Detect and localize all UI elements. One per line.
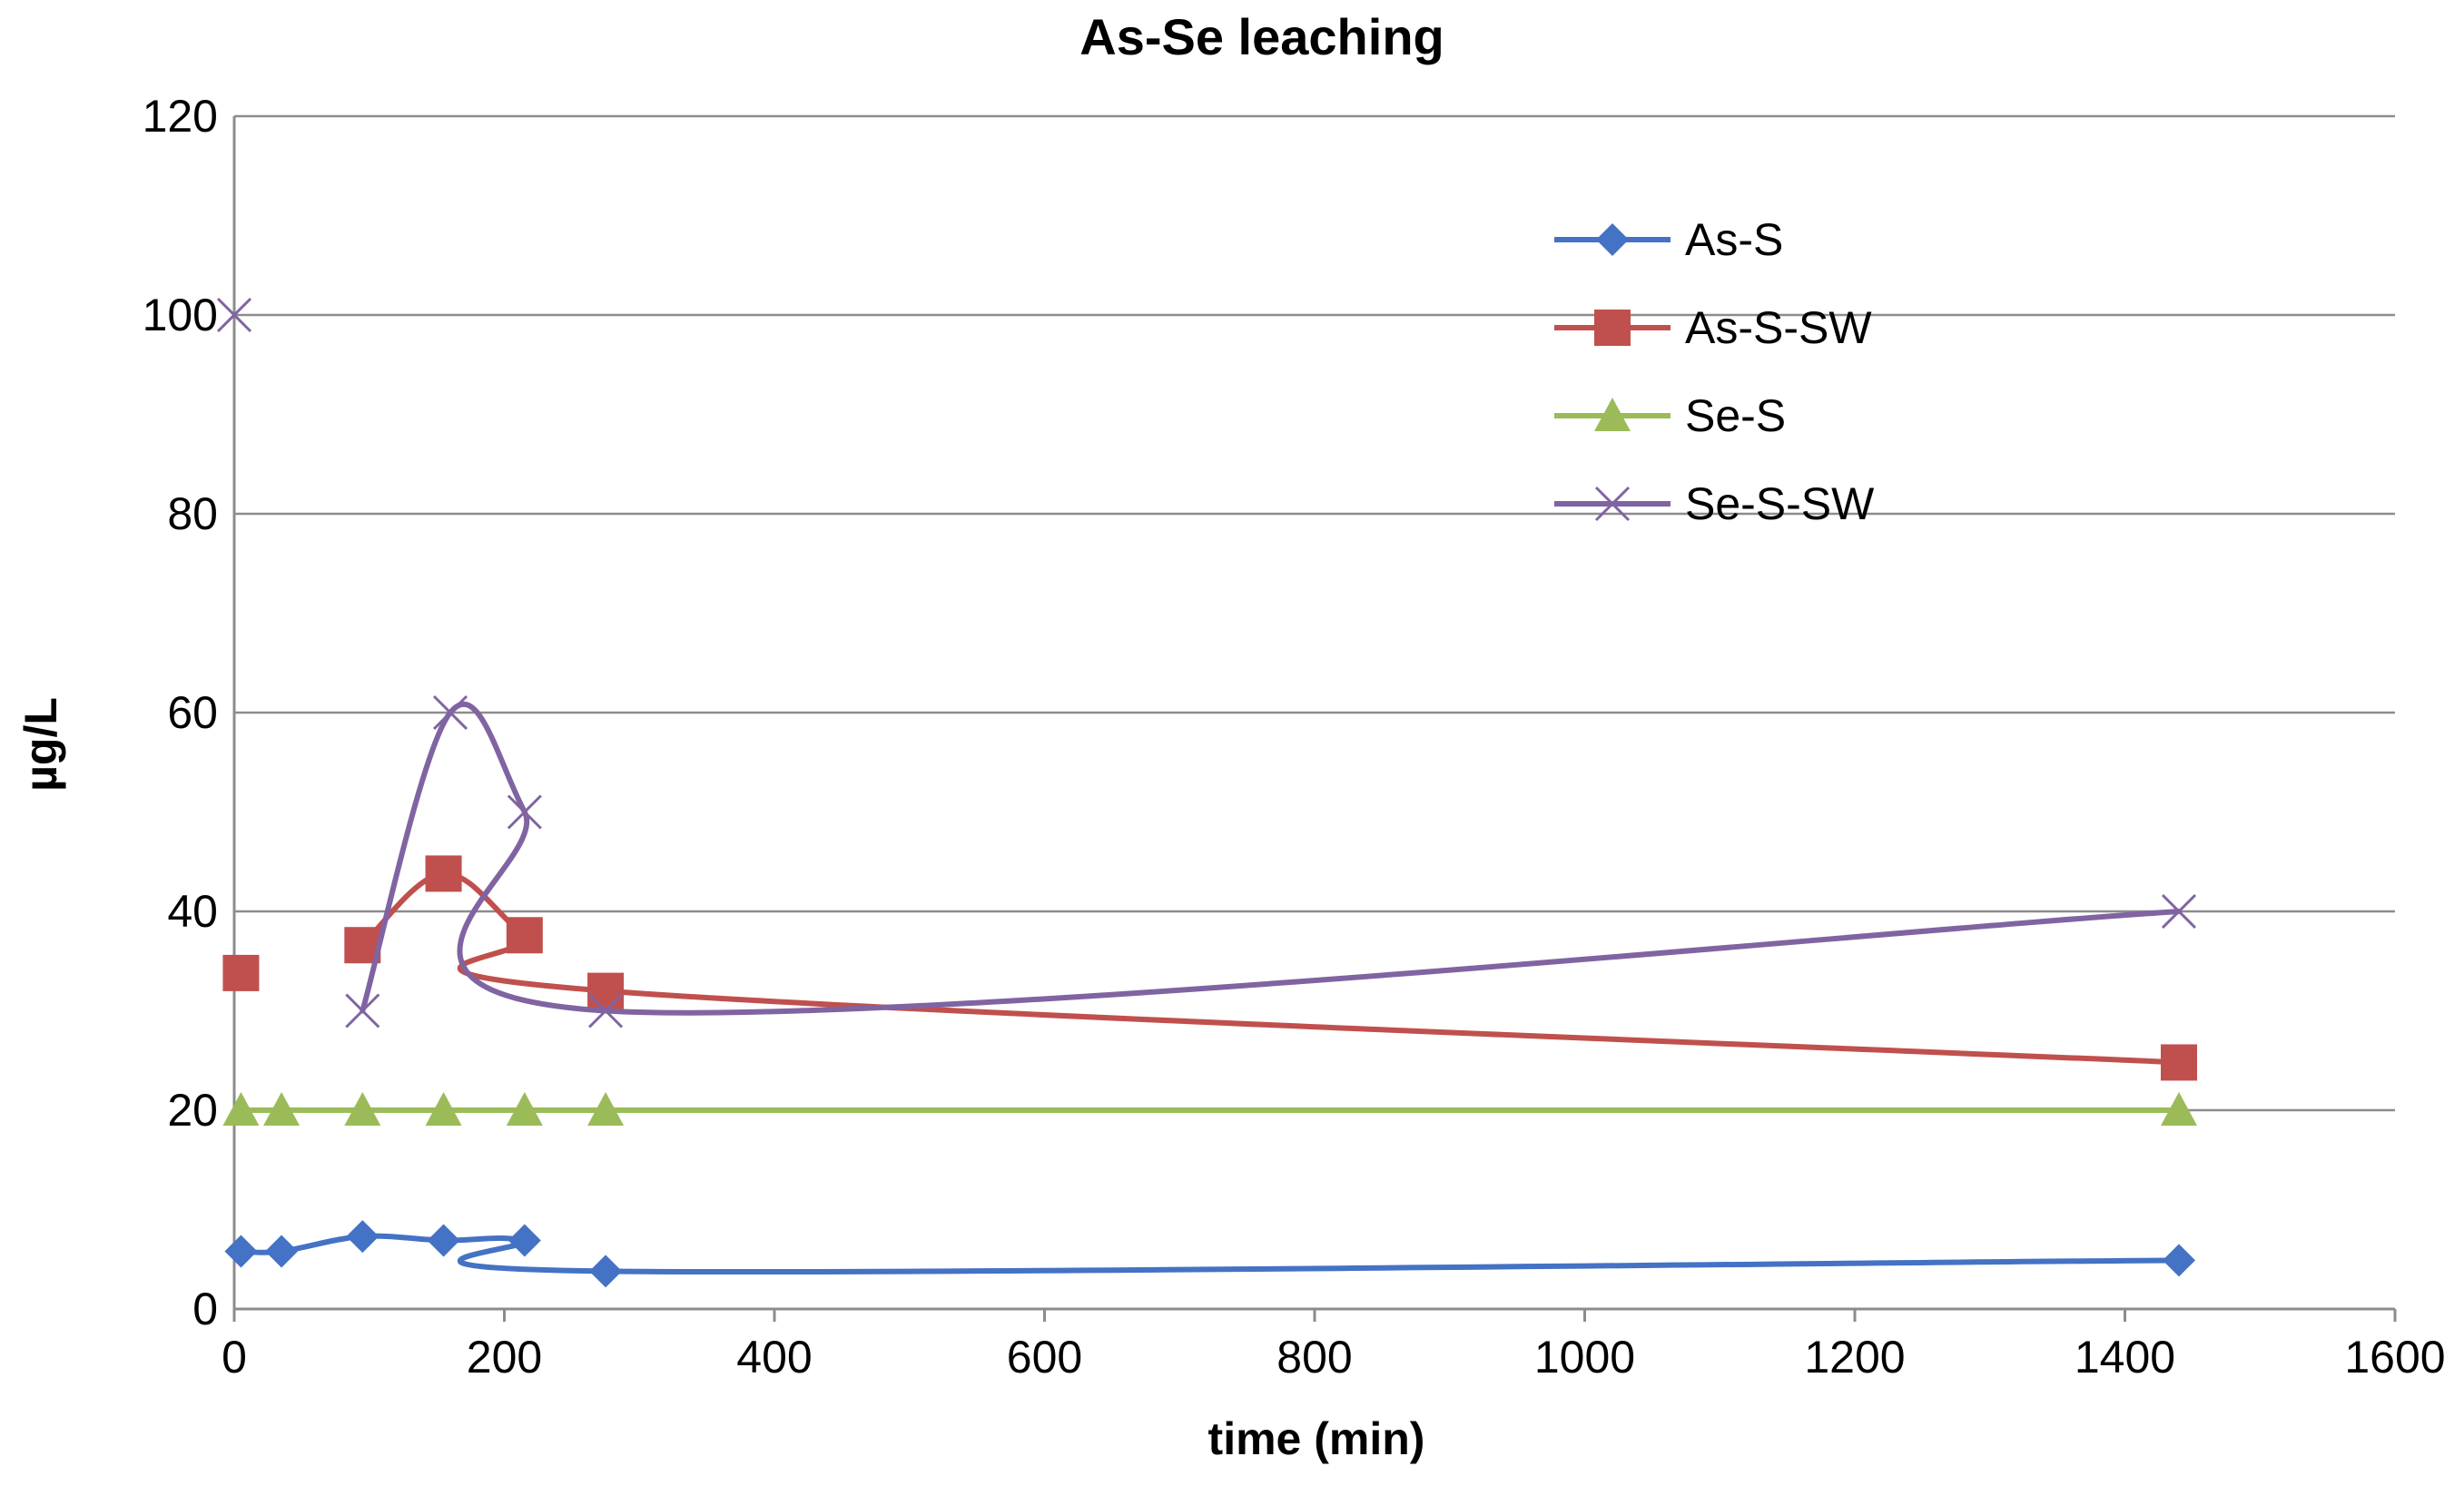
x-tick-label: 0 xyxy=(222,1332,247,1383)
gridlines xyxy=(234,114,2395,1112)
legend-label: Se-S-SW xyxy=(1685,478,1875,529)
data-point-se-s xyxy=(2161,1092,2197,1126)
x-tick-labels: 0 200 400 600 800 1000 1200 1400 1600 xyxy=(222,1332,2446,1383)
data-point-as-s xyxy=(508,1224,541,1257)
legend-label: Se-S xyxy=(1685,390,1786,441)
x-tick-label: 200 xyxy=(467,1332,542,1383)
data-point-se-s-sw xyxy=(345,993,380,1028)
x-tick-label: 1600 xyxy=(2344,1332,2445,1383)
series-line-se-s-sw xyxy=(360,702,2182,1016)
chart-title: As-Se leaching xyxy=(1079,8,1444,65)
x-tick-label: 1200 xyxy=(1804,1332,1905,1383)
y-tick-label: 80 xyxy=(167,488,218,539)
legend-label: As-S-SW xyxy=(1685,302,1872,353)
data-point-as-s-sw xyxy=(506,917,543,954)
data-point-se-s-sw xyxy=(2161,893,2197,930)
axes xyxy=(232,116,2397,1322)
legend-swatch-marker xyxy=(1594,398,1631,431)
x-tick-label: 600 xyxy=(1007,1332,1082,1383)
data-point-se-s xyxy=(263,1092,301,1126)
legend-item-se-s: Se-S xyxy=(1554,390,1786,441)
legend-swatch-marker xyxy=(1594,486,1631,522)
data-point-as-s xyxy=(2163,1244,2195,1277)
data-point-se-s-sw xyxy=(216,297,252,333)
data-point-se-s xyxy=(222,1092,260,1126)
legend-item-as-s-sw: As-S-SW xyxy=(1554,302,1872,353)
y-tick-label: 40 xyxy=(167,886,218,937)
legend: As-S As-S-SW Se-S Se-S-SW xyxy=(1554,214,1875,529)
data-point-as-s xyxy=(346,1220,379,1254)
series-se-s xyxy=(222,1092,2197,1126)
y-axis-title: µg/L xyxy=(15,697,66,792)
data-point-as-s xyxy=(265,1235,299,1268)
x-tick-label: 1400 xyxy=(2075,1332,2175,1383)
data-point-se-s xyxy=(587,1092,625,1126)
y-tick-label: 100 xyxy=(143,290,218,340)
data-point-se-s-sw xyxy=(507,794,542,830)
legend-label: As-S xyxy=(1685,214,1783,265)
x-tick-label: 1000 xyxy=(1534,1332,1635,1383)
data-point-se-s xyxy=(506,1092,543,1126)
y-tick-label: 60 xyxy=(167,687,218,738)
y-tick-labels: 0 20 40 60 80 100 120 xyxy=(143,91,218,1334)
data-point-as-s-sw xyxy=(425,855,462,892)
y-tick-label: 0 xyxy=(192,1284,218,1334)
data-point-se-s-sw xyxy=(432,694,468,731)
data-point-as-s xyxy=(224,1235,258,1268)
data-point-se-s xyxy=(344,1092,381,1126)
x-tick-label: 400 xyxy=(736,1332,812,1383)
y-tick-label: 120 xyxy=(143,91,218,142)
data-point-as-s-sw xyxy=(222,954,260,991)
y-tick-label: 20 xyxy=(167,1085,218,1136)
legend-swatch-marker xyxy=(1596,223,1629,256)
data-point-as-s xyxy=(427,1224,460,1257)
series-layer xyxy=(216,297,2197,1288)
data-point-se-s-sw xyxy=(588,993,624,1028)
legend-swatch-marker xyxy=(1594,310,1631,346)
data-point-as-s-sw xyxy=(587,972,625,1009)
legend-item-se-s-sw: Se-S-SW xyxy=(1554,478,1875,529)
series-se-s-sw xyxy=(216,297,2197,1028)
data-point-as-s xyxy=(589,1255,623,1288)
data-point-as-s-sw xyxy=(2161,1044,2197,1081)
data-point-se-s xyxy=(425,1092,462,1126)
x-tick-label: 800 xyxy=(1276,1332,1352,1383)
legend-item-as-s: As-S xyxy=(1554,214,1783,265)
series-as-s xyxy=(224,1220,2195,1288)
series-line-as-s-sw xyxy=(360,871,2182,1066)
series-as-s-sw xyxy=(222,855,2197,1081)
x-axis-title: time (min) xyxy=(1208,1413,1425,1464)
